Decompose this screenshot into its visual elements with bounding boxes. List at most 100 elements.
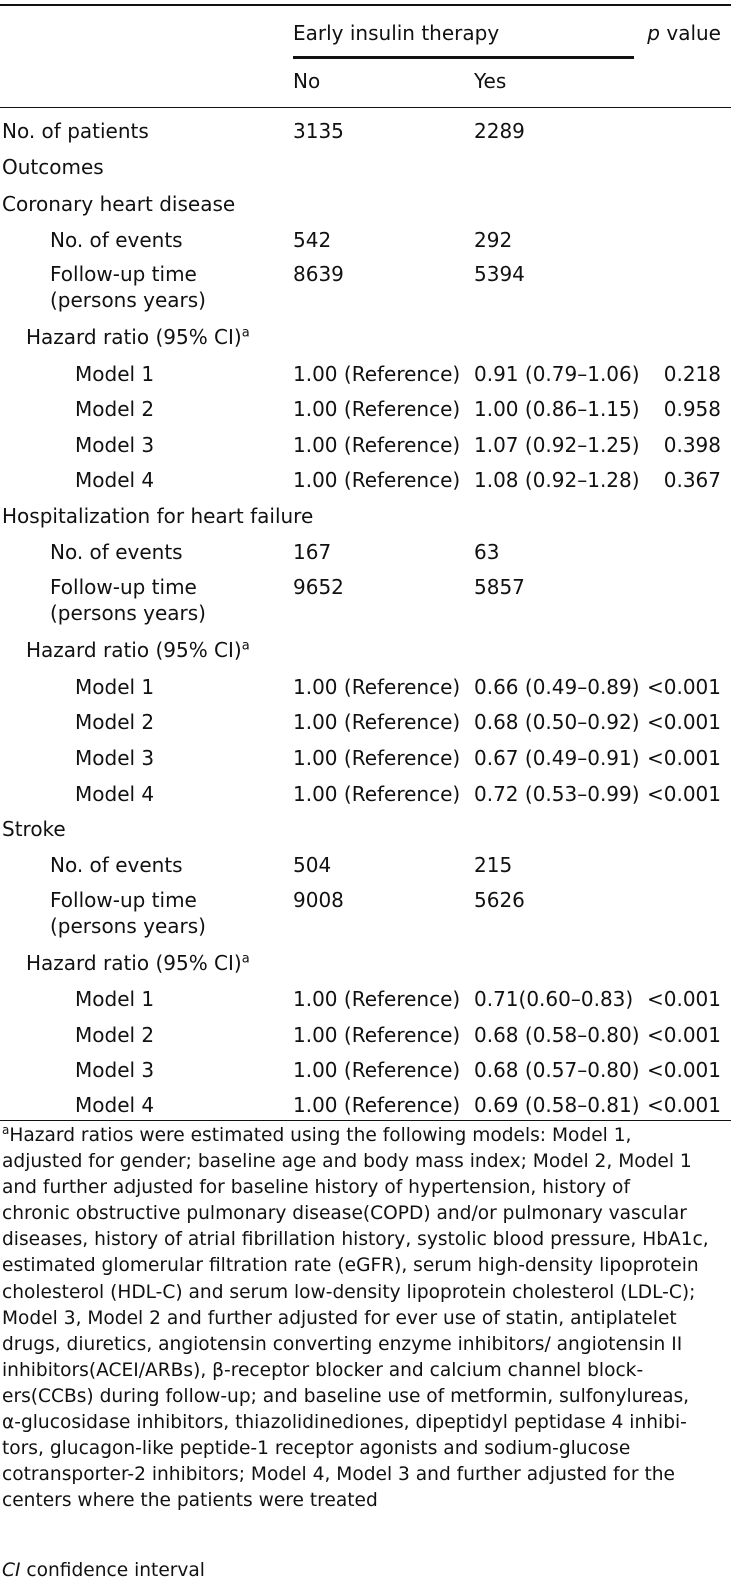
footnote-line: chronic obstructive pulmonary disease(CO… (2, 1203, 687, 1225)
hf-model-1-no: 1.00 (Reference) (293, 675, 461, 699)
chd-model-1-p: 0.218 (663, 362, 721, 386)
footnote-line: cholesterol (HDL-C) and serum low-densit… (2, 1281, 696, 1303)
chd-model-4-p: 0.367 (663, 468, 721, 492)
footnote-line: and further adjusted for baseline histor… (2, 1177, 630, 1199)
hf-model-4-label: Model 4 (75, 782, 155, 806)
stroke-hr-label: Hazard ratio (95% CI)a (26, 951, 250, 975)
hf-model-2-label: Model 2 (75, 710, 155, 734)
hf-followup-label-1: Follow-up time (50, 574, 197, 600)
stroke-events-no: 504 (293, 853, 332, 877)
chd-model-1-yes: 0.91 (0.79–1.06) (474, 362, 640, 386)
chd-followup-no: 8639 (293, 262, 344, 286)
stroke-model-3-label: Model 3 (75, 1058, 155, 1082)
chd-model-2-yes: 1.00 (0.86–1.15) (474, 397, 640, 421)
footnote-line: drugs, diuretics, angiotensin converting… (2, 1333, 683, 1355)
hf-model-4-no: 1.00 (Reference) (293, 782, 461, 806)
stroke-followup-label-1: Follow-up time (50, 888, 197, 912)
chd-model-2-p: 0.958 (663, 397, 721, 421)
hf-model-3-yes: 0.67 (0.49–0.91) (474, 746, 640, 770)
header-early-insulin: Early insulin therapy (293, 21, 500, 45)
footnote-line: estimated glomerular filtration rate (eG… (2, 1255, 699, 1277)
chd-model-4-no: 1.00 (Reference) (293, 468, 461, 492)
stroke-model-2-p: <0.001 (646, 1023, 721, 1047)
stroke-model-1-p: <0.001 (646, 987, 721, 1011)
chd-followup-yes: 5394 (474, 262, 525, 286)
hf-model-4-p: <0.001 (646, 782, 721, 806)
footnote-line: aHazard ratios were estimated using the … (2, 1122, 632, 1146)
hf-model-1-label: Model 1 (75, 675, 155, 699)
footnote-line: ers(CCBs) during follow-up; and baseline… (2, 1385, 690, 1407)
stroke-followup-label-2: (persons years) (50, 914, 206, 938)
chd-followup-label-2: (persons years) (50, 288, 206, 312)
stroke-model-1-yes: 0.71(0.60–0.83) (474, 987, 634, 1011)
hf-model-2-p: <0.001 (646, 710, 721, 734)
stroke-model-4-yes: 0.69 (0.58–0.81) (474, 1093, 640, 1117)
hf-events-label: No. of events (50, 540, 183, 564)
hf-model-3-p: <0.001 (646, 746, 721, 770)
row-patients-label: No. of patients (2, 119, 149, 143)
stroke-model-4-label: Model 4 (75, 1093, 155, 1117)
bottom-rule (0, 1120, 731, 1121)
footnote: aHazard ratios were estimated using the … (2, 1123, 727, 1514)
footnote-line: inhibitors(ACEI/ARBs), β-receptor blocke… (2, 1359, 644, 1381)
footnote-line: Model 3, Model 2 and further adjusted fo… (2, 1307, 677, 1329)
footnote-line: adjusted for gender; baseline age and bo… (2, 1151, 692, 1173)
chd-model-1-label: Model 1 (75, 362, 155, 386)
hf-model-2-no: 1.00 (Reference) (293, 710, 461, 734)
chd-model-3-label: Model 3 (75, 433, 155, 457)
stroke-model-2-no: 1.00 (Reference) (293, 1023, 461, 1047)
hf-model-1-p: <0.001 (646, 675, 721, 699)
section-chd-label: Coronary heart disease (2, 192, 236, 216)
hf-followup-no: 9652 (293, 575, 344, 599)
header-no: No (293, 69, 321, 93)
hf-followup-yes: 5857 (474, 575, 525, 599)
footnote-line: centers where the patients were treated (2, 1490, 378, 1512)
chd-events-label: No. of events (50, 228, 183, 252)
section-stroke-label: Stroke (2, 817, 66, 841)
stroke-followup-no: 9008 (293, 888, 344, 912)
row-outcomes-label: Outcomes (2, 155, 104, 179)
row-patients-yes: 2289 (474, 119, 525, 143)
section-hf-label: Hospitalization for heart failure (2, 504, 314, 528)
stroke-model-4-no: 1.00 (Reference) (293, 1093, 461, 1117)
stroke-model-3-no: 1.00 (Reference) (293, 1058, 461, 1082)
chd-model-4-yes: 1.08 (0.92–1.28) (474, 468, 640, 492)
hf-hr-label: Hazard ratio (95% CI)a (26, 638, 250, 662)
hf-model-1-yes: 0.66 (0.49–0.89) (474, 675, 640, 699)
stroke-model-2-label: Model 2 (75, 1023, 155, 1047)
stroke-model-1-no: 1.00 (Reference) (293, 987, 461, 1011)
row-patients-no: 3135 (293, 119, 344, 143)
chd-model-3-yes: 1.07 (0.92–1.25) (474, 433, 640, 457)
stroke-events-yes: 215 (474, 853, 513, 877)
footnote-line: α-glucosidase inhibitors, thiazolidinedi… (2, 1412, 687, 1434)
hf-model-3-no: 1.00 (Reference) (293, 746, 461, 770)
hf-model-4-yes: 0.72 (0.53–0.99) (474, 782, 640, 806)
chd-model-3-p: 0.398 (663, 433, 721, 457)
hf-model-2-yes: 0.68 (0.50–0.92) (474, 710, 640, 734)
stroke-model-4-p: <0.001 (646, 1093, 721, 1117)
chd-model-3-no: 1.00 (Reference) (293, 433, 461, 457)
header-rule (0, 107, 731, 108)
hf-events-yes: 63 (474, 540, 500, 564)
chd-model-4-label: Model 4 (75, 468, 155, 492)
chd-events-no: 542 (293, 228, 332, 252)
stroke-events-label: No. of events (50, 853, 183, 877)
chd-hr-label: Hazard ratio (95% CI)a (26, 325, 250, 349)
stroke-followup-yes: 5626 (474, 888, 525, 912)
header-yes: Yes (474, 69, 507, 93)
footnote-line: tors, glucagon-like peptide-1 receptor a… (2, 1438, 631, 1460)
footnote-line: cotransporter-2 inhibitors; Model 4, Mod… (2, 1464, 675, 1486)
chd-model-2-label: Model 2 (75, 397, 155, 421)
chd-model-2-no: 1.00 (Reference) (293, 397, 461, 421)
header-span-rule (293, 56, 634, 59)
stroke-model-3-p: <0.001 (646, 1058, 721, 1082)
header-p-value: p value (647, 21, 721, 45)
chd-model-1-no: 1.00 (Reference) (293, 362, 461, 386)
hf-events-no: 167 (293, 540, 332, 564)
stroke-model-2-yes: 0.68 (0.58–0.80) (474, 1023, 640, 1047)
chd-followup-label-1b: Follow-up time (50, 262, 197, 286)
hf-followup-label-2: (persons years) (50, 601, 206, 625)
hf-model-3-label: Model 3 (75, 746, 155, 770)
footnote-ci: CI confidence interval (2, 1560, 205, 1581)
